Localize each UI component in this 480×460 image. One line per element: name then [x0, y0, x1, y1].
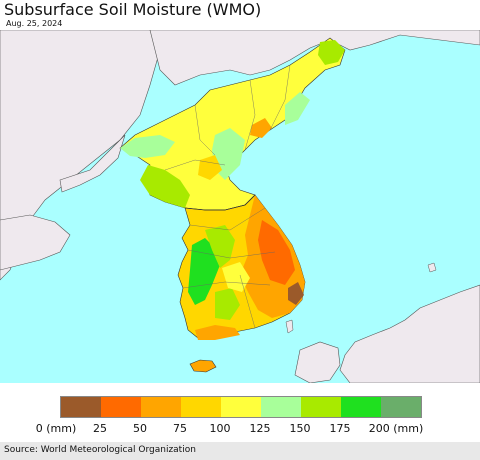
legend-swatch-50-75 — [141, 397, 181, 417]
nk-green-west — [140, 165, 190, 208]
legend-swatch-75-100 — [181, 397, 221, 417]
legend-tick-label: 150 — [289, 422, 311, 435]
legend-colorbar — [60, 396, 422, 418]
legend-swatch-175-200 — [341, 397, 381, 417]
sk-lime-west — [205, 225, 235, 268]
nk-lightgreen-band — [120, 135, 175, 158]
sk-brown-spot — [288, 282, 304, 305]
dmz-line — [184, 194, 256, 211]
legend-tick-label: 0 (mm) — [35, 422, 77, 435]
legend-swatch-125-150 — [261, 397, 301, 417]
legend: 0 (mm) 25 50 75 100 125 150 175 200 (mm) — [0, 388, 480, 438]
legend-ticks: 0 (mm) 25 50 75 100 125 150 175 200 (mm) — [0, 422, 480, 436]
sk-south-coast-orange — [195, 325, 240, 340]
legend-swatch-150-175 — [301, 397, 341, 417]
oki-islands — [427, 262, 437, 273]
soil-moisture-map — [0, 30, 480, 383]
legend-tick-label: 125 — [249, 422, 271, 435]
japan-kyushu — [294, 341, 341, 383]
legend-swatch-100-125 — [221, 397, 261, 417]
legend-tick-label: 75 — [173, 422, 187, 435]
nk-gold-patch — [198, 155, 222, 180]
legend-tick-label: 100 — [209, 422, 231, 435]
legend-tick-label: 25 — [93, 422, 107, 435]
legend-tick-label: 50 — [133, 422, 147, 435]
russia-landmass — [149, 30, 480, 86]
legend-swatch-200-plus — [381, 397, 421, 417]
tsushima-island — [285, 319, 294, 334]
province-borders — [164, 64, 291, 329]
sk-yellow-center — [222, 262, 250, 292]
japan-honshu — [339, 284, 480, 383]
source-footer: Source: World Meteorological Organizatio… — [0, 442, 480, 460]
map-title: Subsurface Soil Moisture (WMO) — [4, 0, 262, 19]
nk-orange-spot — [250, 118, 272, 138]
sk-lime-south — [215, 288, 240, 320]
liaodong-peninsula — [59, 134, 126, 193]
nk-green-ne — [318, 40, 345, 65]
map-date: Aug. 25, 2024 — [6, 19, 63, 28]
legend-tick-label: 200 (mm) — [368, 422, 424, 435]
nk-lightgreen-east — [285, 92, 310, 125]
jeju-island — [189, 359, 217, 373]
legend-tick-label: 175 — [329, 422, 351, 435]
shandong-coast — [0, 214, 71, 271]
source-text: Source: World Meteorological Organizatio… — [4, 445, 196, 455]
legend-swatch-25-50 — [101, 397, 141, 417]
legend-swatch-0-25 — [61, 397, 101, 417]
sk-deep-orange — [258, 220, 295, 285]
